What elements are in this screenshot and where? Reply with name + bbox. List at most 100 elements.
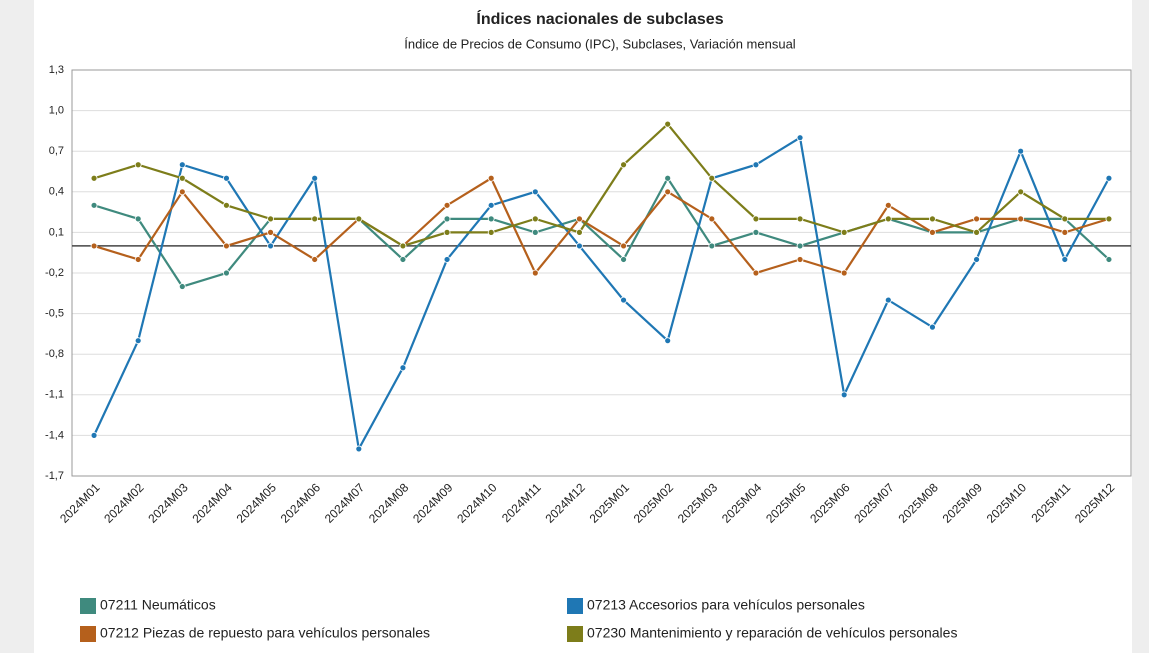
point	[487, 201, 495, 209]
point	[267, 215, 274, 223]
point	[752, 269, 760, 277]
point	[620, 296, 627, 304]
y-tick-label: 1,3	[49, 64, 64, 76]
point	[134, 215, 142, 223]
point	[1017, 147, 1025, 155]
point	[884, 201, 892, 209]
point	[929, 228, 936, 236]
point	[840, 391, 848, 399]
point	[311, 174, 319, 182]
point	[929, 323, 936, 331]
point	[973, 215, 980, 223]
point	[531, 228, 539, 236]
point	[267, 228, 274, 236]
point	[443, 215, 451, 223]
point	[840, 228, 848, 236]
point	[752, 228, 760, 236]
point	[90, 431, 98, 439]
point	[355, 445, 363, 453]
y-tick-label: 0,4	[49, 186, 64, 198]
point	[399, 364, 407, 372]
point	[576, 215, 583, 223]
series-line	[93, 176, 1110, 288]
point	[134, 161, 142, 169]
point	[708, 242, 716, 250]
point	[90, 242, 98, 250]
legend-label: 07212 Piezas de repuesto para vehículos …	[100, 625, 430, 641]
point	[973, 256, 980, 263]
point	[1061, 228, 1069, 236]
point	[664, 188, 672, 196]
point	[840, 269, 848, 277]
point	[223, 242, 230, 250]
point	[134, 337, 142, 345]
legend-swatch	[567, 626, 583, 642]
point	[178, 188, 186, 196]
point	[90, 174, 98, 182]
point	[90, 201, 98, 209]
point	[487, 228, 495, 236]
point	[884, 296, 892, 304]
y-tick-label: -1,4	[45, 429, 64, 441]
legend-swatch	[80, 598, 96, 614]
series-line	[93, 122, 1109, 248]
point	[399, 242, 407, 250]
point	[487, 174, 495, 182]
legend-swatch	[567, 598, 583, 614]
point	[443, 201, 451, 209]
legend-label: 07213 Accesorios para vehículos personal…	[587, 597, 865, 613]
y-tick-label: -1,7	[45, 470, 64, 482]
y-tick-label: 1,0	[49, 105, 64, 117]
series-line	[93, 176, 1110, 276]
point	[443, 256, 451, 263]
point	[223, 201, 230, 209]
point	[1105, 174, 1113, 182]
point	[576, 228, 583, 236]
point	[620, 242, 627, 250]
point	[752, 215, 760, 223]
point	[708, 174, 716, 182]
point	[355, 215, 363, 223]
point	[311, 215, 319, 223]
point	[531, 269, 539, 277]
point	[1105, 256, 1113, 263]
plot-frame	[71, 69, 1132, 477]
y-tick-label: -0,2	[45, 267, 64, 279]
point	[178, 161, 186, 169]
legend-swatch	[80, 626, 96, 642]
y-tick-label: -0,8	[45, 348, 64, 360]
point	[443, 228, 451, 236]
point	[796, 242, 804, 250]
y-tick-label: -1,1	[45, 389, 64, 401]
point	[267, 242, 274, 250]
point	[796, 256, 804, 263]
panel	[34, 0, 1132, 653]
point	[973, 228, 980, 236]
point	[664, 174, 672, 182]
point	[311, 256, 319, 263]
point	[1017, 215, 1025, 223]
chart-subtitle: Índice de Precios de Consumo (IPC), Subc…	[404, 36, 796, 51]
y-tick-label: 0,1	[49, 226, 64, 238]
point	[752, 161, 760, 169]
point	[884, 215, 892, 223]
point	[223, 269, 230, 277]
point	[929, 215, 936, 223]
legend-label: 07230 Mantenimiento y reparación de vehí…	[587, 625, 957, 641]
chart-title: Índices nacionales de subclases	[476, 9, 723, 28]
point	[1061, 215, 1069, 223]
point	[1061, 256, 1069, 263]
point	[796, 215, 804, 223]
point	[664, 337, 672, 345]
point	[620, 161, 627, 169]
point	[1105, 215, 1113, 223]
point	[1017, 188, 1025, 196]
legend-label: 07211 Neumáticos	[100, 597, 216, 613]
point	[576, 242, 583, 250]
point	[796, 134, 804, 142]
point	[708, 215, 716, 223]
y-tick-label: 0,7	[49, 145, 64, 157]
point	[487, 215, 495, 223]
point	[134, 256, 142, 263]
